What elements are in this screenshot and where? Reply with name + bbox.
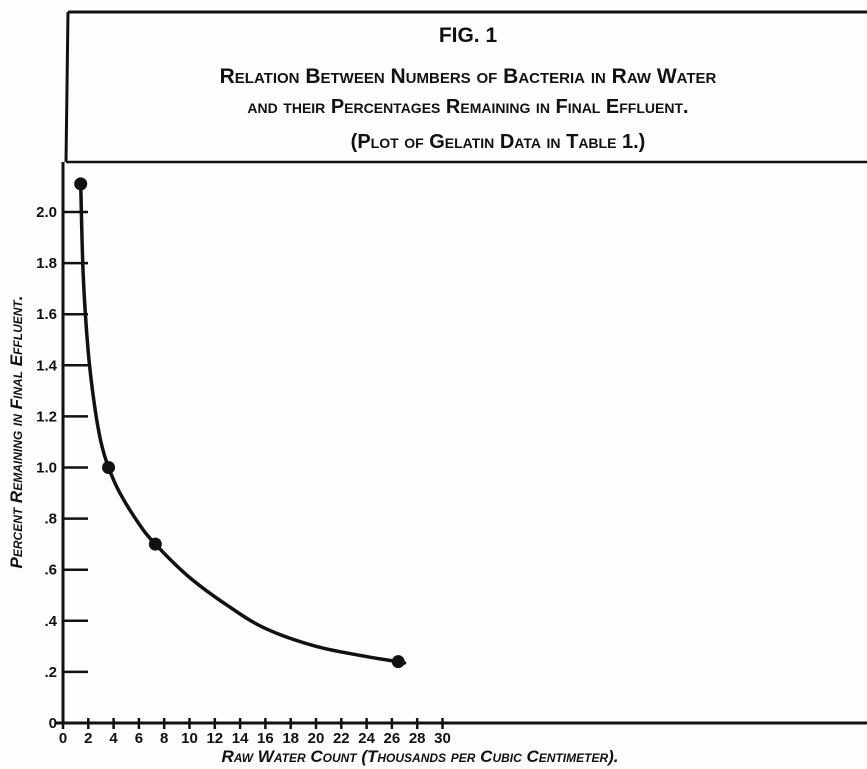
y-tick-label: 1.4 xyxy=(36,357,58,374)
series-layer xyxy=(74,177,407,669)
y-axis-label: Percent Remaining in Final Effluent. xyxy=(7,296,26,569)
y-tick-label: .8 xyxy=(44,511,57,528)
x-tick-label: 26 xyxy=(384,730,401,747)
y-tick-label: .4 xyxy=(44,613,57,630)
y-tick-label: .2 xyxy=(44,664,57,681)
y-ticks: 0 .2 .4 .6 .8 1.0 1.2 1.4 1.6 1.8 2.0 xyxy=(36,204,88,732)
x-tick-label: 2 xyxy=(84,730,92,747)
plot-area: 0 2 4 6 8 10 12 14 16 18 20 22 24 26 28 30 0.2.4.6.81.0… xyxy=(36,162,867,747)
title-box: FIG. 1 Relation Between Numbers of Bacte… xyxy=(64,10,867,164)
x-tick-label: 24 xyxy=(358,730,375,747)
x-tick-label: 14 xyxy=(232,730,249,747)
x-tick-label: 4 xyxy=(109,730,118,747)
x-axis-label: Raw Water Count (Thousands per Cubic Cen… xyxy=(221,747,618,766)
y-tick-label: 1.8 xyxy=(36,255,57,272)
x-tick-label: 30 xyxy=(434,730,451,747)
y-tick-label: .6 xyxy=(44,562,57,579)
x-tick-label: 12 xyxy=(206,730,223,747)
y-tick-label: 2.0 xyxy=(36,204,57,221)
fig-label: FIG. 1 xyxy=(439,24,498,47)
x-tick-label: 16 xyxy=(257,730,274,747)
y-tick-label: 0 xyxy=(49,715,57,732)
series-curve xyxy=(78,182,407,665)
title-line-1: Relation Between Numbers of Bacteria in … xyxy=(220,65,717,88)
title-line-2: and their Percentages Remaining in Final… xyxy=(247,96,688,118)
x-tick-label: 0 xyxy=(59,730,67,747)
title-line-3: (Plot of Gelatin Data in Table 1.) xyxy=(351,131,646,153)
x-ticks: 0 2 4 6 8 10 12 14 16 18 20 22 24 26 28 30 xyxy=(59,718,451,747)
data-point xyxy=(391,655,405,669)
data-point xyxy=(74,177,88,191)
title-box-left-border xyxy=(64,11,70,163)
data-point xyxy=(102,461,116,474)
x-tick-label: 6 xyxy=(135,730,143,747)
x-tick-label: 18 xyxy=(282,730,299,747)
y-tick-label: 1.6 xyxy=(36,306,57,323)
y-tick-label: 1.2 xyxy=(36,408,57,425)
x-tick-label: 10 xyxy=(181,730,198,747)
data-point xyxy=(148,537,162,551)
x-tick-label: 28 xyxy=(409,730,426,747)
x-tick-label: 8 xyxy=(160,730,168,747)
x-tick-label: 20 xyxy=(308,730,325,747)
x-tick-label: 22 xyxy=(333,730,350,747)
y-tick-label: 1.0 xyxy=(36,460,57,477)
